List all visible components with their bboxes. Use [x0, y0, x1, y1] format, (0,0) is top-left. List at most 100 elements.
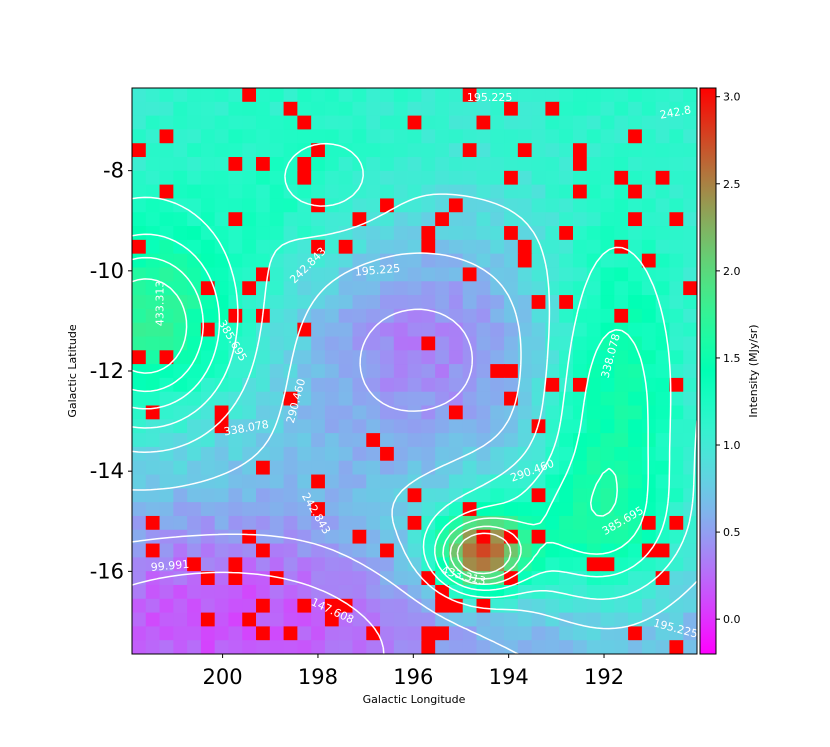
heatmap-cell — [214, 529, 230, 545]
heatmap-cell — [242, 295, 257, 310]
colorbar-tick-label: 2.0 — [723, 265, 741, 278]
heatmap-cell — [421, 350, 436, 365]
heatmap-cell — [517, 612, 533, 627]
heatmap-cell — [641, 308, 657, 324]
heatmap-cell — [242, 129, 257, 144]
heatmap-cell — [407, 88, 422, 103]
heatmap-cell — [242, 239, 257, 255]
heatmap-cell — [380, 350, 395, 365]
heatmap-cell — [641, 170, 657, 186]
heatmap-cell — [586, 612, 602, 627]
heatmap-cell — [545, 226, 560, 241]
heatmap-cell — [311, 460, 326, 476]
heatmap-cell — [504, 88, 519, 103]
heatmap-cell — [435, 474, 450, 489]
heatmap-cell — [173, 488, 188, 503]
heatmap-cell — [311, 419, 326, 434]
heatmap-cell — [145, 88, 161, 103]
heatmap-cell — [393, 598, 409, 614]
heatmap-cell — [572, 543, 588, 558]
heatmap-cell — [269, 308, 285, 324]
heatmap-cell — [407, 184, 422, 200]
heatmap-cell — [407, 640, 422, 654]
heatmap-cell — [655, 267, 671, 282]
heatmap-cell — [669, 502, 684, 517]
heatmap-cell — [145, 336, 161, 351]
colorbar-tick-label: 2.5 — [723, 178, 741, 191]
heatmap-cell — [407, 239, 422, 255]
heatmap-cell — [228, 170, 243, 186]
heatmap-cell — [324, 184, 340, 200]
heatmap-cell — [228, 308, 243, 324]
heatmap-cell — [256, 529, 271, 545]
heatmap-cell — [297, 295, 312, 310]
heatmap-cell — [145, 557, 161, 572]
heatmap-cell — [132, 640, 147, 654]
heatmap-cell — [517, 529, 533, 545]
heatmap-cell — [559, 543, 574, 558]
heatmap-cell — [380, 364, 395, 379]
heatmap-cell — [338, 488, 354, 503]
heatmap-cell — [145, 391, 161, 407]
heatmap-cell — [242, 405, 257, 420]
heatmap-cell — [421, 446, 436, 462]
heatmap-cell — [283, 88, 298, 103]
heatmap-cell — [200, 212, 216, 227]
heatmap-cell — [187, 364, 202, 379]
heatmap-cell — [269, 391, 285, 407]
heatmap-cell — [214, 391, 230, 407]
heatmap-cell — [448, 460, 464, 476]
heatmap-cell — [145, 212, 161, 227]
heatmap-cell — [448, 198, 464, 213]
heatmap-cell — [421, 198, 436, 213]
heatmap-cell — [504, 129, 519, 144]
heatmap-cell — [159, 336, 174, 351]
heatmap-cell — [200, 433, 216, 448]
heatmap-cell — [173, 212, 188, 227]
heatmap-cell — [586, 391, 602, 407]
heatmap-cell — [407, 212, 422, 227]
heatmap-cell — [366, 129, 381, 144]
heatmap-cell — [600, 446, 615, 462]
heatmap-cell — [173, 571, 188, 586]
heatmap-cell — [435, 101, 450, 117]
heatmap-cell — [311, 640, 326, 654]
heatmap-cell — [256, 488, 271, 503]
heatmap-cell — [683, 267, 697, 282]
heatmap-cell — [187, 184, 202, 200]
heatmap-cell — [269, 157, 285, 172]
heatmap-cell — [435, 322, 450, 338]
heatmap-cell — [683, 212, 697, 227]
heatmap-cell — [517, 157, 533, 172]
heatmap-cell — [173, 584, 188, 600]
heatmap-cell — [462, 198, 478, 213]
heatmap-cell — [311, 88, 326, 103]
heatmap-cell — [600, 226, 615, 241]
heatmap-cell — [338, 515, 354, 531]
heatmap-cell — [269, 281, 285, 296]
heatmap-cell — [517, 419, 533, 434]
heatmap-cell — [421, 640, 436, 654]
heatmap-cell — [669, 612, 684, 627]
heatmap-cell — [200, 598, 216, 614]
heatmap-cell — [311, 488, 326, 503]
heatmap-cell — [655, 488, 671, 503]
heatmap-cell — [683, 584, 697, 600]
heatmap-cell — [476, 212, 491, 227]
heatmap-cell — [462, 474, 478, 489]
heatmap-cell — [407, 433, 422, 448]
heatmap-cell — [393, 543, 409, 558]
heatmap-cell — [669, 405, 684, 420]
heatmap-cell — [628, 640, 643, 654]
heatmap-cell — [572, 488, 588, 503]
heatmap-cell — [297, 184, 312, 200]
heatmap-cell — [435, 184, 450, 200]
heatmap-cell — [228, 405, 243, 420]
heatmap-cell — [338, 557, 354, 572]
heatmap-cell — [545, 267, 560, 282]
heatmap-cell — [393, 350, 409, 365]
colorbar-label: Intensity (MJy/sr) — [747, 324, 760, 417]
heatmap-cell — [490, 143, 505, 158]
heatmap-cell — [393, 129, 409, 144]
